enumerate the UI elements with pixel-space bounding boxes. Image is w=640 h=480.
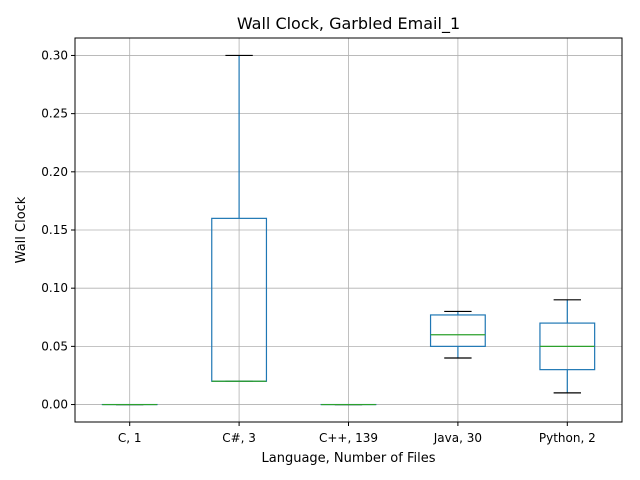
x-axis-label: Language, Number of Files xyxy=(262,451,436,466)
box-group xyxy=(539,299,596,394)
chart-title: Wall Clock, Garbled Email_1 xyxy=(237,14,460,34)
x-tick-label: Java, 30 xyxy=(433,431,482,445)
y-tick-label: 0.05 xyxy=(41,339,68,353)
x-tick-label: C, 1 xyxy=(118,431,142,445)
y-tick-label: 0.25 xyxy=(41,107,68,121)
box-group xyxy=(429,310,486,359)
x-tick-label: C++, 139 xyxy=(319,431,378,445)
box-group xyxy=(211,54,268,382)
x-tick-label: C#, 3 xyxy=(222,431,256,445)
x-tick-label: Python, 2 xyxy=(539,431,596,445)
y-tick-label: 0.10 xyxy=(41,281,68,295)
y-tick-label: 0.00 xyxy=(41,398,68,412)
axis-ticks: 0.00 0.05 0.10 0.15 0.20 0.25 0.30 C, 1 C#, 3 C++… xyxy=(41,48,595,445)
grid-lines xyxy=(75,38,622,422)
y-tick-label: 0.15 xyxy=(41,223,68,237)
box-elements xyxy=(101,54,596,406)
y-tick-label: 0.20 xyxy=(41,165,68,179)
iqr-box xyxy=(429,314,486,347)
y-axis-label: Wall Clock xyxy=(14,196,29,263)
y-tick-label: 0.30 xyxy=(41,48,68,62)
